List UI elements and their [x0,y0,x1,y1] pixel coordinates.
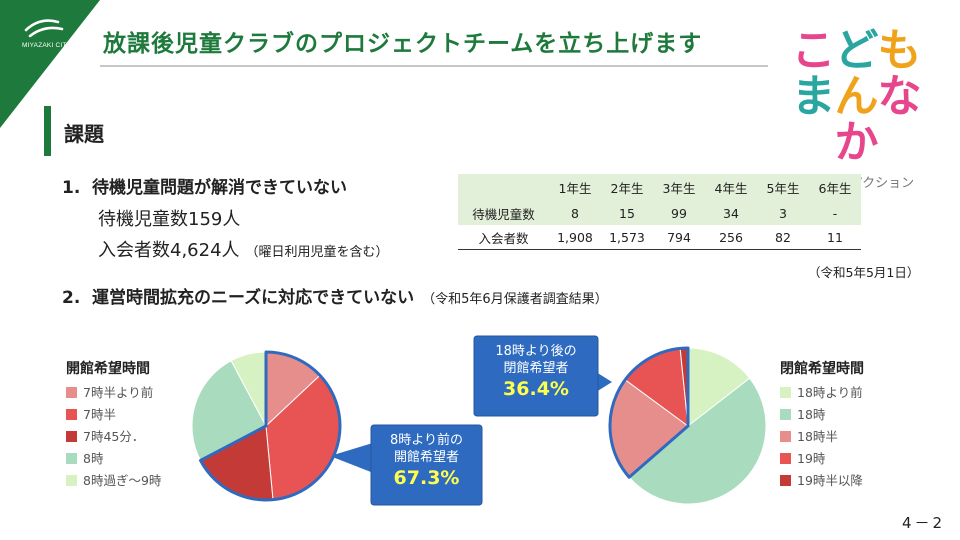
legend-label: 7時45分． [83,429,145,444]
opening-chart-title: 開館希望時間 [66,361,150,377]
legend-label: 18時半 [797,429,838,444]
closing-callout-value: 36.4% [503,378,569,400]
opening-callout-line2: 開館希望者 [393,450,459,465]
legend-item: 18時より前 [780,382,864,404]
legend-item: 8時過ぎ～9時 [66,470,161,492]
legend-swatch [780,387,791,398]
legend-label: 8時 [83,451,104,466]
legend-label: 7時半より前 [83,385,154,400]
table-cell: 1,573 [601,225,653,250]
opening-legend: 開館希望時間 7時半より前 7時半 7時45分． 8時 8時過ぎ～9時 [66,358,161,492]
legend-item: 8時 [66,448,161,470]
table-date-note: （令和5年5月1日） [808,265,920,280]
closing-callout-line1: 18時より後の [495,344,577,359]
table-cell: 34 [705,201,757,225]
opening-callout-value: 67.3% [393,467,460,489]
city-logo-icon [24,19,64,38]
issue-1-number: 1. [62,178,81,198]
table-cell: 15 [601,201,653,225]
legend-swatch [66,409,77,420]
pie-highlight-outline [608,346,690,479]
table-cell: 256 [705,225,757,250]
issue-2-note: （令和5年6月保護者調査結果） [422,292,608,307]
closing-callout-line2: 閉館希望者 [503,361,569,376]
table-header-cell: 4年生 [705,174,757,201]
legend-swatch [780,475,791,486]
legend-label: 18時 [797,407,826,422]
page-title: 放課後児童クラブのプロジェクトチームを立ち上げます [103,31,703,57]
legend-item: 18時半 [780,426,864,448]
closing-callout-text: 18時より後の 閉館希望者 36.4% [474,343,598,401]
table-cell: 11 [809,225,861,250]
kodomo-mannaka-logo: こども まんなか 宮崎市のアクション [772,25,940,192]
legend-item: 19時半以降 [780,470,864,492]
table-row: 入会者数 1,908 1,573 794 256 82 11 [458,225,861,250]
opening-callout [330,424,483,506]
grade-table: 1年生 2年生 3年生 4年生 5年生 6年生 待機児童数 8 15 99 34… [458,174,861,250]
legend-label: 18時より前 [797,385,863,400]
legend-swatch [66,453,77,464]
issue-1-text: 待機児童問題が解消できていない [92,178,347,198]
legend-swatch [66,387,77,398]
issue-2: 2. 運営時間拡充のニーズに対応できていない （令和5年6月保護者調査結果） [62,283,608,308]
opening-pie [191,350,342,502]
table-cell: 3 [757,201,809,225]
table-header-cell: 3年生 [653,174,705,201]
table-cell: 99 [653,201,705,225]
table-header-cell: 6年生 [809,174,861,201]
legend-label: 7時半 [83,407,116,422]
table-cell: 794 [653,225,705,250]
legend-item: 7時半より前 [66,382,161,404]
row-label: 入会者数 [458,225,549,250]
closing-legend: 閉館希望時間 18時より前 18時 18時半 19時 19時半以降 [780,358,864,492]
legend-label: 19時半以降 [797,473,863,488]
title-divider [100,65,768,67]
table-cell: 8 [549,201,601,225]
section-marker [44,106,51,156]
member-count: 入会者数4,624人 [98,240,240,261]
section-title: 課題 [64,122,104,146]
legend-item: 18時 [780,404,864,426]
pie-highlight-outline [198,350,342,502]
logo-line-1: こども [791,25,922,76]
legend-swatch [780,409,791,420]
legend-label: 8時過ぎ～9時 [83,473,162,488]
table-header-cell [458,174,549,201]
waiting-count: 待機児童数159人 [98,209,241,230]
table-cell: - [809,201,861,225]
legend-swatch [780,431,791,442]
member-count-row: 入会者数4,624人 （曜日利用児童を含む） [98,236,389,262]
row-label: 待機児童数 [458,201,549,225]
legend-label: 19時 [797,451,826,466]
issue-2-number: 2. [62,288,81,308]
legend-item: 7時半 [66,404,161,426]
legend-item: 7時45分． [66,426,161,448]
closing-pie [608,346,767,505]
pie-slice [628,377,767,505]
table-header-cell: 1年生 [549,174,601,201]
closing-chart-title: 閉館希望時間 [780,361,864,377]
legend-swatch [780,453,791,464]
table-row: 待機児童数 8 15 99 34 3 - [458,201,861,225]
issue-1: 1. 待機児童問題が解消できていない [62,173,347,198]
member-count-note: （曜日利用児童を含む） [245,245,389,260]
pie-slice [687,347,751,428]
legend-swatch [66,475,77,486]
table-header-cell: 2年生 [601,174,653,201]
table-header-cell: 5年生 [757,174,809,201]
table-header-row: 1年生 2年生 3年生 4年生 5年生 6年生 [458,174,861,201]
page-number: 4－2 [902,514,946,532]
corner-banner [0,0,100,128]
opening-callout-line1: 8時より前の [389,433,463,448]
city-label: MIYAZAKI CITY [22,42,72,49]
legend-swatch [66,431,77,442]
logo-line-2: まんなか [791,71,922,168]
legend-item: 19時 [780,448,864,470]
table-cell: 1,908 [549,225,601,250]
opening-callout-text: 8時より前の 開館希望者 67.3% [371,432,482,490]
closing-callout [473,335,612,417]
issue-2-text: 運営時間拡充のニーズに対応できていない [92,288,415,308]
table-cell: 82 [757,225,809,250]
